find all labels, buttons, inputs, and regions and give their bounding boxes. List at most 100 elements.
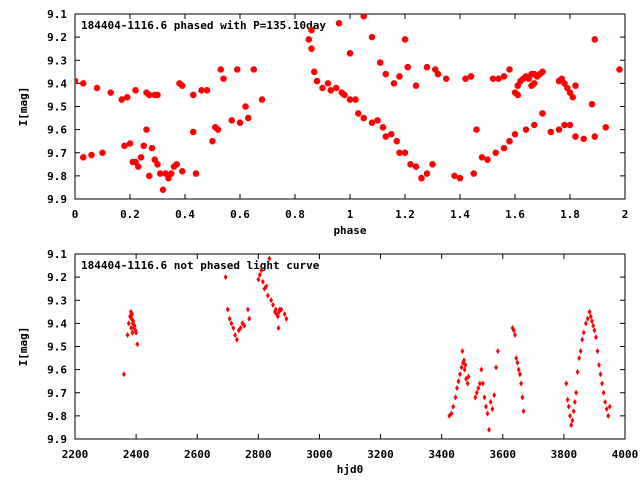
y-tick-label: 9.2 bbox=[47, 271, 67, 284]
data-point bbox=[159, 186, 167, 193]
data-point bbox=[279, 306, 284, 313]
data-point bbox=[580, 336, 585, 343]
data-point bbox=[143, 126, 150, 133]
data-point bbox=[578, 348, 583, 355]
data-point bbox=[456, 175, 464, 182]
data-point bbox=[374, 117, 381, 124]
data-point bbox=[574, 389, 579, 396]
chart-title: 184404-1116.6 not phased light curve bbox=[81, 259, 320, 272]
data-point bbox=[308, 27, 315, 34]
data-point bbox=[616, 66, 623, 73]
data-point bbox=[591, 133, 598, 140]
data-point bbox=[462, 75, 469, 82]
data-point bbox=[566, 403, 571, 410]
data-point bbox=[462, 357, 466, 364]
data-point bbox=[260, 278, 265, 285]
data-point bbox=[495, 75, 502, 82]
x-tick-label: 3000 bbox=[306, 448, 333, 461]
data-point bbox=[88, 151, 95, 159]
y-tick-label: 9.1 bbox=[47, 8, 67, 21]
data-point bbox=[598, 371, 603, 378]
chart-panel-2: 2200 2400 2600 2800 3000 3200 3400 3600 3800 4000… bbox=[17, 248, 638, 476]
data-point bbox=[511, 327, 516, 334]
x-tick-label: 2200 bbox=[62, 448, 89, 461]
x-tick-label: 1.8 bbox=[560, 208, 580, 221]
data-point bbox=[522, 126, 530, 133]
data-point bbox=[587, 308, 592, 315]
data-point bbox=[308, 45, 315, 52]
x-tick-label: 2400 bbox=[123, 448, 150, 461]
x-axis-label: phase bbox=[333, 224, 366, 237]
data-point bbox=[455, 385, 459, 392]
data-point bbox=[311, 68, 318, 75]
data-point bbox=[423, 170, 431, 177]
data-point bbox=[407, 161, 414, 168]
data-point bbox=[284, 315, 289, 322]
data-point bbox=[319, 84, 326, 92]
data-point bbox=[588, 101, 596, 108]
data-point bbox=[267, 255, 272, 262]
data-point bbox=[396, 149, 403, 156]
data-point bbox=[418, 175, 425, 182]
data-point bbox=[247, 315, 252, 322]
data-point bbox=[99, 149, 106, 156]
data-point bbox=[396, 73, 403, 80]
data-point bbox=[341, 91, 348, 99]
data-point bbox=[282, 311, 287, 318]
x-tick-label: 2600 bbox=[184, 448, 211, 461]
data-point bbox=[198, 87, 205, 94]
data-point bbox=[126, 140, 134, 147]
data-point bbox=[269, 297, 274, 304]
data-point bbox=[564, 380, 569, 387]
data-point bbox=[234, 66, 241, 73]
data-point bbox=[485, 410, 490, 417]
data-point bbox=[606, 412, 611, 419]
data-point bbox=[259, 267, 264, 274]
x-tick-label: 3200 bbox=[367, 448, 394, 461]
data-point bbox=[377, 59, 384, 66]
data-point bbox=[231, 325, 236, 331]
data-point bbox=[602, 124, 609, 131]
data-point bbox=[223, 274, 228, 281]
data-point bbox=[327, 87, 334, 94]
data-point bbox=[478, 154, 486, 161]
data-point bbox=[565, 396, 570, 403]
data-point bbox=[80, 154, 87, 161]
data-point bbox=[276, 325, 281, 331]
data-point bbox=[561, 121, 568, 129]
data-point bbox=[235, 336, 239, 343]
x-tick-label: 0.4 bbox=[175, 208, 195, 221]
x-tick-label: 1.2 bbox=[395, 208, 415, 221]
data-point bbox=[516, 366, 521, 373]
y-tick-label: 9.8 bbox=[47, 170, 67, 183]
x-tick-label: 0.2 bbox=[120, 208, 140, 221]
data-point bbox=[128, 308, 133, 315]
data-point bbox=[227, 315, 232, 322]
data-point bbox=[242, 103, 249, 110]
data-point bbox=[393, 138, 400, 145]
data-point bbox=[217, 66, 224, 73]
data-point bbox=[360, 114, 367, 122]
data-point bbox=[462, 366, 467, 373]
data-point bbox=[447, 412, 452, 419]
y-axis-label: I[mag] bbox=[17, 87, 30, 127]
data-point bbox=[124, 94, 131, 101]
data-point bbox=[583, 320, 588, 327]
data-point bbox=[520, 394, 525, 401]
data-point bbox=[203, 87, 211, 94]
data-point bbox=[379, 124, 387, 131]
x-tick-label: 1 bbox=[347, 208, 354, 221]
data-point bbox=[121, 142, 128, 149]
chart-panel-1: 0 0.2 0.4 0.6 0.8 1 1.2 1.4 1.6 1.8 2 9.1 9.2 9.3 9.4 9… bbox=[17, 8, 628, 237]
data-point bbox=[335, 20, 343, 27]
data-point bbox=[265, 292, 270, 299]
data-point bbox=[547, 128, 554, 136]
data-point bbox=[473, 394, 478, 401]
data-point bbox=[229, 320, 234, 327]
y-tick-label: 9.9 bbox=[47, 193, 67, 206]
x-tick-label: 3800 bbox=[551, 448, 578, 461]
data-point bbox=[404, 64, 411, 71]
data-point bbox=[464, 375, 469, 382]
data-point bbox=[607, 403, 612, 410]
y-tick-label: 9.4 bbox=[47, 77, 67, 90]
